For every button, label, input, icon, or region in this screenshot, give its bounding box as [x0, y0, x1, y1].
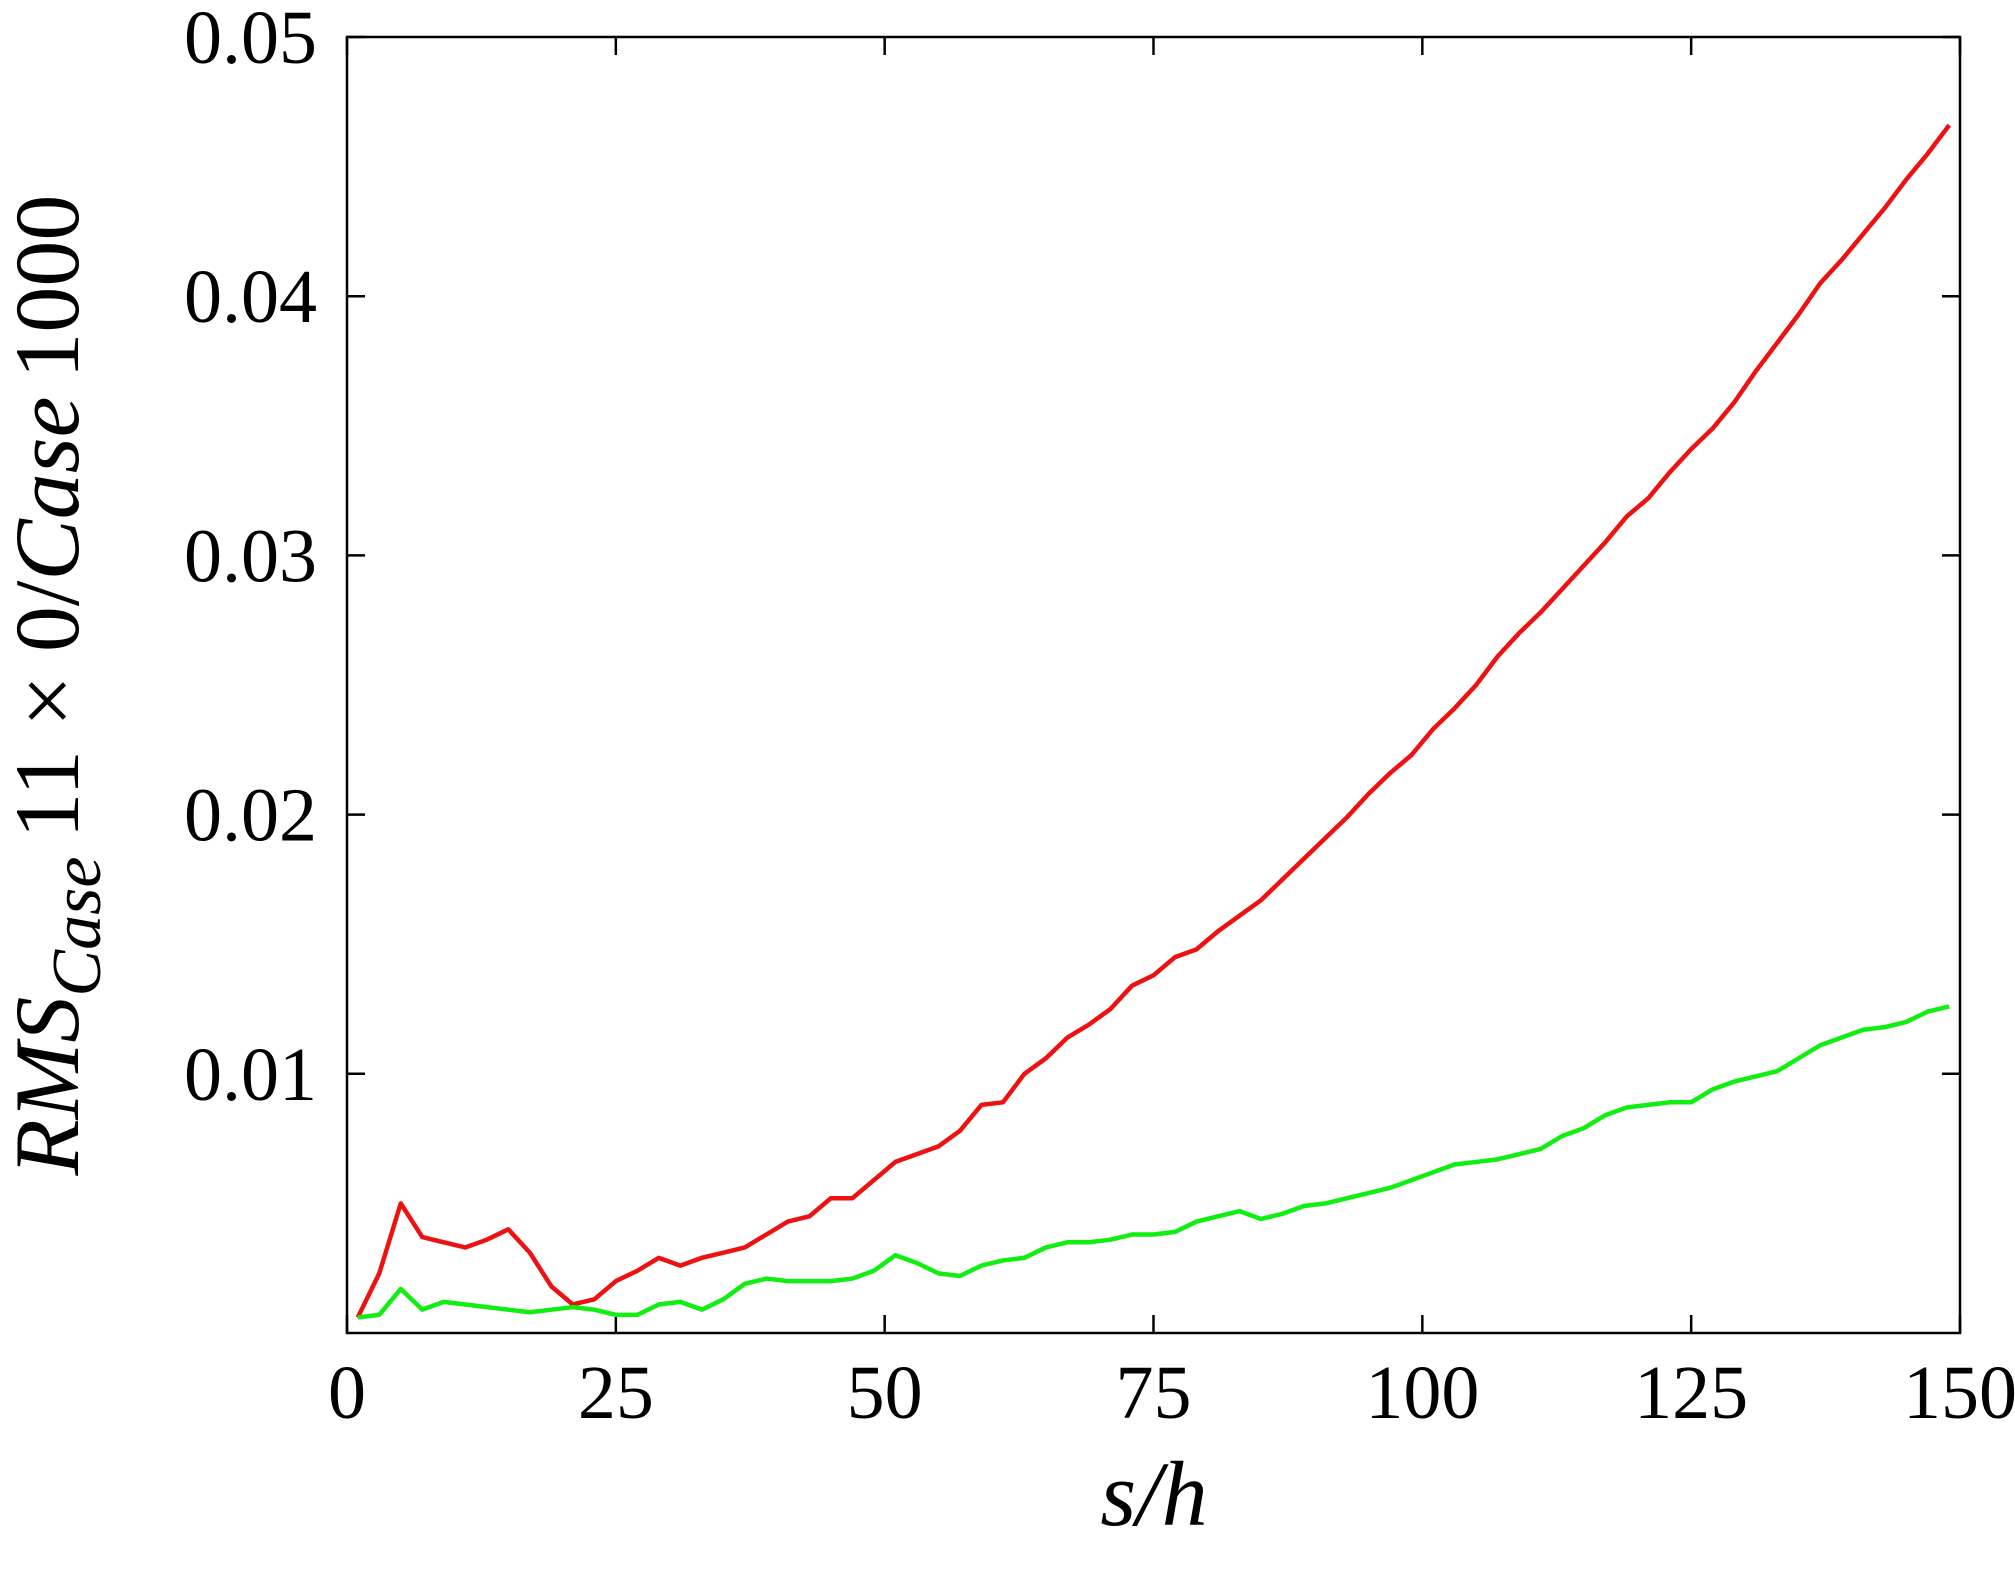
x-tick-label: 25: [578, 1351, 654, 1435]
y-tick-label: 0.01: [184, 1033, 317, 1117]
x-tick-label: 125: [1634, 1351, 1748, 1435]
y-label-part: RMS: [0, 997, 98, 1177]
y-label-part: 11 × 0/: [0, 580, 98, 838]
y-label-part: Case: [39, 857, 116, 997]
y-tick-label: 0.04: [184, 255, 317, 339]
data-line: [357, 1004, 1950, 1320]
x-tick-label: 150: [1903, 1351, 2015, 1435]
y-tick-label: 0.05: [184, 0, 317, 80]
plot-frame: [345, 35, 1962, 1335]
y-label-part: 1000: [0, 195, 98, 379]
y-label-part: Case: [0, 397, 98, 581]
x-tick-label: 100: [1365, 1351, 1479, 1435]
y-tick-label: 0.03: [184, 514, 317, 598]
data-line: [355, 123, 1952, 1319]
x-tick-label: 75: [1116, 1351, 1192, 1435]
y-tick-label: 0.02: [184, 774, 317, 858]
x-tick-label: 0: [328, 1351, 366, 1435]
x-axis-label: s/h: [1100, 1443, 1207, 1545]
y-axis-label: RMSCase11 × 0/Case1000: [0, 195, 116, 1177]
x-tick-label: 50: [847, 1351, 923, 1435]
